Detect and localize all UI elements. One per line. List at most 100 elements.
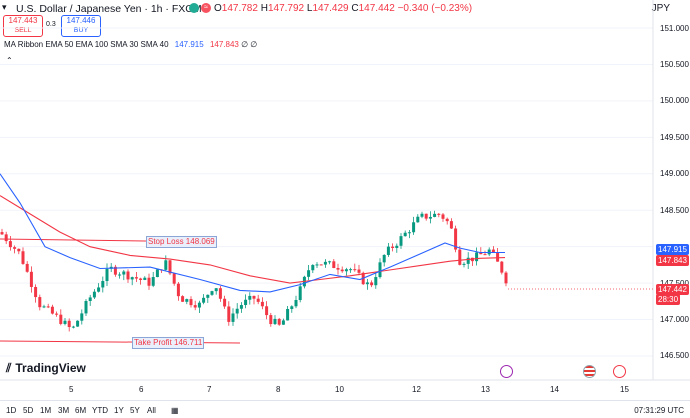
candle-body <box>185 299 189 302</box>
candle-body <box>181 296 185 302</box>
candle-body <box>67 320 71 328</box>
candle-body <box>130 277 134 280</box>
time-tick: 6 <box>139 385 144 394</box>
range-1y[interactable]: 1Y <box>114 406 124 415</box>
range-ytd[interactable]: YTD <box>92 406 108 415</box>
price-tick: 149.500 <box>660 133 689 142</box>
candle-body <box>315 264 319 266</box>
candle-body <box>281 320 285 325</box>
candle-body <box>403 232 407 237</box>
candle-body <box>189 299 193 306</box>
bar-countdown-tag: 28:30 <box>656 294 681 305</box>
candle-body <box>155 269 159 278</box>
candle-body <box>336 268 340 270</box>
candle-body <box>239 305 243 309</box>
price-tick: 146.500 <box>660 351 689 360</box>
sell-button[interactable]: 147.443 SELL <box>3 15 43 37</box>
time-tick: 5 <box>69 385 74 394</box>
range-1d[interactable]: 1D <box>6 406 17 415</box>
chevron-down-icon[interactable]: ▾ <box>2 2 7 12</box>
candle-body <box>21 251 25 264</box>
series-line-ema100 <box>0 195 506 284</box>
candle-body <box>349 269 353 271</box>
candle-body <box>63 320 67 324</box>
candle-body <box>420 213 424 217</box>
candle-body <box>210 291 214 295</box>
currency-label[interactable]: JPY <box>651 3 670 14</box>
symbol-title[interactable]: U.S. Dollar / Japanese Yen · 1h · FXCM <box>16 3 202 15</box>
indicator-value-sma40: ∅ <box>250 40 258 49</box>
buy-price: 147.446 <box>66 16 96 25</box>
candle-body <box>59 314 63 324</box>
candle-body <box>244 299 248 306</box>
candle-body <box>319 264 323 266</box>
chart-header: ▾ U.S. Dollar / Japanese Yen · 1h · FXCM… <box>0 0 690 18</box>
calendar-range-icon[interactable]: ▦ <box>171 406 179 415</box>
stop-loss-label[interactable]: Stop Loss 148.069 <box>146 236 217 248</box>
candle-body <box>277 318 281 325</box>
indicator-value-sma30: ∅ <box>241 40 249 49</box>
tradingview-logo: ⫽ TradingView <box>6 361 86 375</box>
price-tick: 147.500 <box>660 279 690 288</box>
candle-body <box>252 295 256 299</box>
alert-icon[interactable]: ≈ <box>201 3 211 13</box>
candle-body <box>483 254 487 256</box>
candle-body <box>55 313 59 315</box>
candle-body <box>134 277 138 279</box>
collapse-legend-icon[interactable]: ⌃ <box>6 56 13 65</box>
utc-clock[interactable]: 07:31:29 UTC <box>634 406 684 415</box>
us-flag-event-icon[interactable] <box>583 365 596 378</box>
candle-body <box>34 286 38 298</box>
candle-body <box>273 318 277 325</box>
candle-body <box>332 261 336 269</box>
candle-body <box>311 265 315 271</box>
candle-body <box>118 274 122 276</box>
candle-body <box>88 297 92 301</box>
candle-body <box>428 216 432 219</box>
jp-flag-event-icon[interactable] <box>613 365 626 378</box>
candle-body <box>164 260 168 270</box>
range-5d[interactable]: 5D <box>23 406 34 415</box>
candle-body <box>126 271 130 280</box>
candle-body <box>344 269 348 272</box>
candle-body <box>298 286 302 301</box>
candle-body <box>500 261 504 273</box>
candle-body <box>391 246 395 249</box>
ohlc-readout: O147.782 H147.792 L147.429 C147.442 −0.3… <box>214 3 473 14</box>
candle-body <box>8 241 12 248</box>
candle-body <box>176 283 180 297</box>
candle-body <box>113 266 117 275</box>
candle-body <box>353 269 357 271</box>
candle-body <box>290 306 294 309</box>
indicator-value-ema50: 147.915 <box>174 40 204 49</box>
candle-body <box>374 277 378 286</box>
candle-body <box>286 308 290 321</box>
range-5y[interactable]: 5Y <box>130 406 140 415</box>
range-all[interactable]: All <box>147 406 156 415</box>
candle-body <box>433 213 437 217</box>
candle-body <box>84 300 88 314</box>
candle-body <box>399 236 403 246</box>
candle-body <box>151 277 155 286</box>
range-6m[interactable]: 6M <box>75 406 87 415</box>
market-status-icon[interactable] <box>189 3 199 13</box>
candle-body <box>42 306 46 308</box>
candle-body <box>17 248 21 252</box>
candle-body <box>382 254 386 263</box>
candle-body <box>491 249 495 253</box>
range-3m[interactable]: 3M <box>58 406 70 415</box>
candle-body <box>441 214 445 219</box>
candle-body <box>260 301 264 307</box>
candle-body <box>462 263 466 265</box>
price-tick: 148.500 <box>660 206 689 215</box>
candle-body <box>445 218 449 222</box>
buy-button[interactable]: 147.446 BUY <box>61 15 101 37</box>
range-1m[interactable]: 1M <box>40 406 52 415</box>
candle-body <box>357 269 361 273</box>
take-profit-label[interactable]: Take Profit 146.711 <box>132 337 205 349</box>
lightning-event-icon[interactable] <box>500 365 513 378</box>
candle-body <box>370 282 374 286</box>
indicator-legend[interactable]: MA Ribbon EMA 50 EMA 100 SMA 30 SMA 40 1… <box>4 40 257 49</box>
time-tick: 13 <box>481 385 490 394</box>
